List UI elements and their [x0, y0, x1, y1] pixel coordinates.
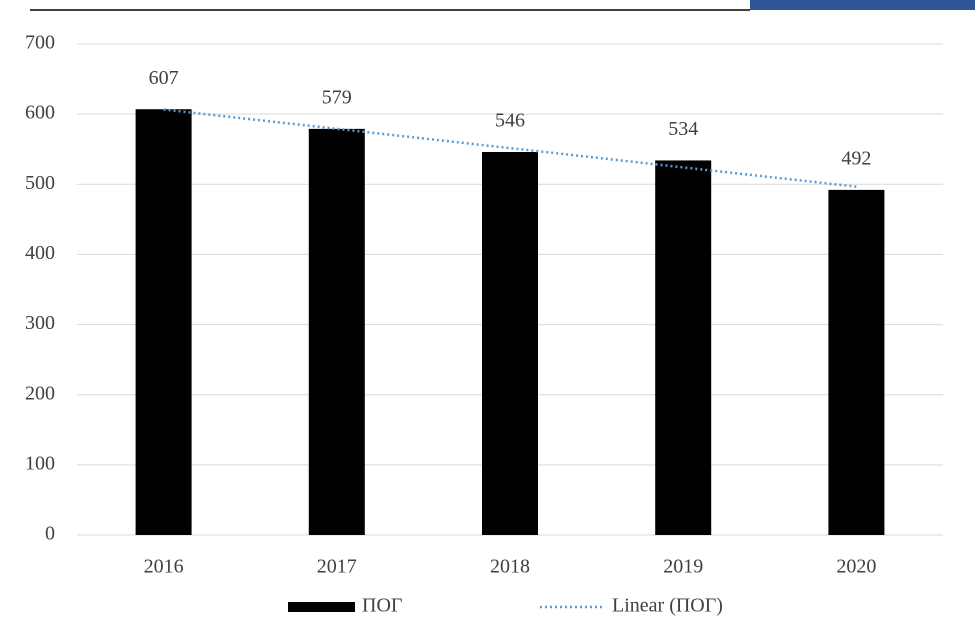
legend-swatch — [288, 602, 355, 612]
x-tick-label: 2016 — [144, 556, 184, 578]
x-tick-label: 2020 — [836, 556, 876, 578]
data-label: 579 — [322, 86, 352, 108]
legend-label: Linear (ПОГ) — [612, 595, 723, 617]
y-tick-label: 700 — [25, 32, 55, 54]
y-tick-label: 0 — [45, 523, 55, 545]
bar — [135, 109, 192, 536]
y-tick-label: 100 — [25, 452, 55, 474]
data-label: 546 — [495, 110, 525, 132]
data-label: 534 — [668, 118, 698, 140]
legend-label: ПОГ — [362, 595, 402, 617]
bar — [828, 189, 885, 535]
y-tick-label: 300 — [25, 312, 55, 334]
x-tick-label: 2017 — [317, 556, 357, 578]
bar — [308, 128, 365, 535]
data-label: 492 — [841, 147, 871, 169]
y-tick-label: 500 — [25, 172, 55, 194]
header-block — [750, 0, 975, 10]
x-tick-label: 2019 — [663, 556, 703, 578]
bar — [482, 152, 538, 535]
x-tick-label: 2018 — [490, 556, 530, 578]
trendline — [163, 108, 857, 188]
y-tick-label: 400 — [25, 242, 55, 264]
bar — [655, 160, 712, 536]
y-tick-label: 600 — [25, 102, 55, 124]
y-tick-label: 200 — [25, 382, 55, 404]
data-label: 607 — [149, 67, 179, 89]
